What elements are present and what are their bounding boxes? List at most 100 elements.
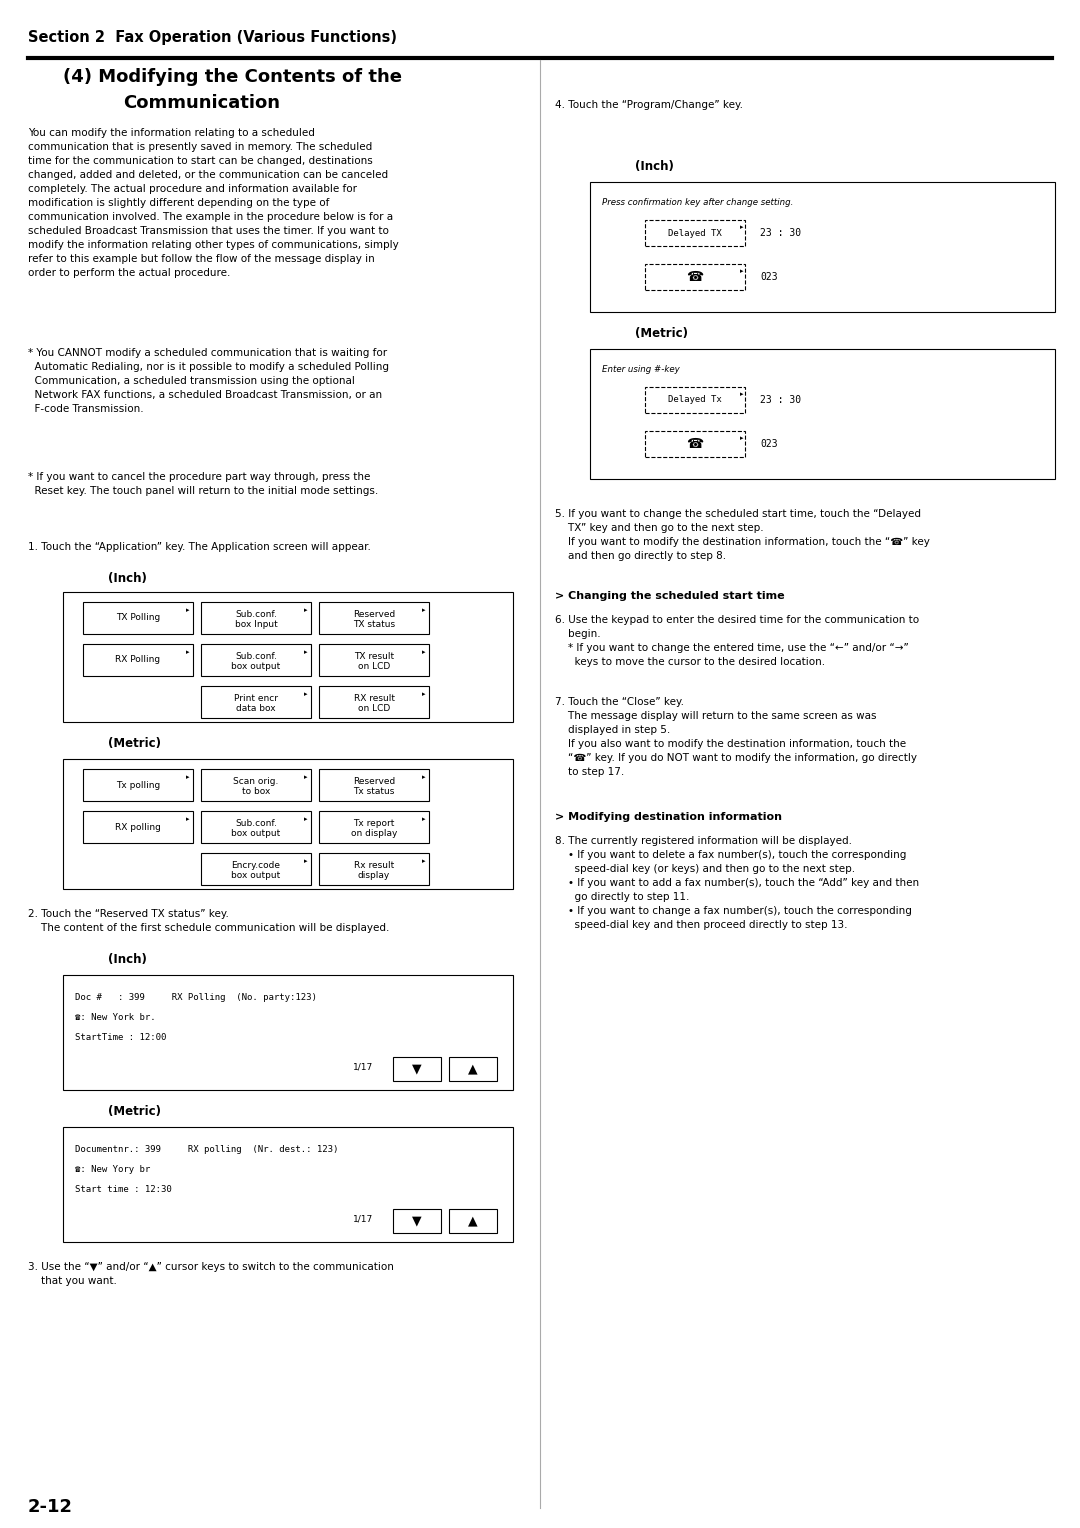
Text: ▼: ▼ bbox=[413, 1062, 422, 1076]
Text: 5. If you want to change the scheduled start time, touch the “Delayed
    TX” ke: 5. If you want to change the scheduled s… bbox=[555, 509, 930, 561]
Text: ▸: ▸ bbox=[303, 607, 307, 613]
Text: ☎: ☎ bbox=[687, 270, 704, 284]
Bar bbox=[201, 769, 311, 801]
Bar bbox=[201, 602, 311, 634]
Text: 2. Touch the “Reserved TX status” key.
    The content of the first schedule com: 2. Touch the “Reserved TX status” key. T… bbox=[28, 909, 390, 934]
Text: ▲: ▲ bbox=[469, 1062, 477, 1076]
Text: 4. Touch the “Program/Change” key.: 4. Touch the “Program/Change” key. bbox=[555, 99, 743, 110]
Bar bbox=[319, 643, 429, 675]
Bar bbox=[590, 182, 1055, 312]
Text: 23 : 30: 23 : 30 bbox=[760, 396, 801, 405]
Bar bbox=[83, 602, 193, 634]
Bar bbox=[645, 264, 745, 290]
Text: Delayed TX: Delayed TX bbox=[669, 229, 721, 237]
Bar bbox=[83, 643, 193, 675]
Text: 1/17: 1/17 bbox=[353, 1062, 374, 1071]
Bar bbox=[201, 643, 311, 675]
Bar bbox=[393, 1209, 441, 1233]
Text: StartTime : 12:00: StartTime : 12:00 bbox=[75, 1033, 166, 1042]
Text: (Metric): (Metric) bbox=[635, 327, 688, 341]
Text: * You CANNOT modify a scheduled communication that is waiting for
  Automatic Re: * You CANNOT modify a scheduled communic… bbox=[28, 348, 389, 414]
Text: ▸: ▸ bbox=[186, 775, 189, 779]
Text: Tx polling: Tx polling bbox=[116, 781, 160, 790]
Text: Sub.conf.: Sub.conf. bbox=[235, 610, 276, 619]
Text: ▸: ▸ bbox=[740, 391, 743, 397]
Bar bbox=[63, 759, 513, 889]
Text: Communication: Communication bbox=[123, 95, 280, 112]
Text: ▸: ▸ bbox=[740, 435, 743, 442]
Text: Section 2  Fax Operation (Various Functions): Section 2 Fax Operation (Various Functio… bbox=[28, 31, 397, 44]
Bar bbox=[449, 1209, 497, 1233]
Text: Reserved: Reserved bbox=[353, 776, 395, 785]
Text: (Inch): (Inch) bbox=[108, 953, 147, 966]
Text: ☎: New York br.: ☎: New York br. bbox=[75, 1013, 156, 1022]
Text: 23 : 30: 23 : 30 bbox=[760, 228, 801, 238]
Text: > Modifying destination information: > Modifying destination information bbox=[555, 811, 782, 822]
Bar bbox=[83, 769, 193, 801]
Text: ▸: ▸ bbox=[421, 859, 426, 863]
Text: Sub.conf.: Sub.conf. bbox=[235, 651, 276, 660]
Text: ▲: ▲ bbox=[469, 1215, 477, 1227]
Bar bbox=[319, 686, 429, 718]
Text: (Inch): (Inch) bbox=[108, 571, 147, 585]
Bar bbox=[393, 1057, 441, 1080]
Bar bbox=[645, 431, 745, 457]
Text: ▸: ▸ bbox=[303, 691, 307, 697]
Text: 6. Use the keypad to enter the desired time for the communication to
    begin.
: 6. Use the keypad to enter the desired t… bbox=[555, 614, 919, 668]
Text: Encry.code: Encry.code bbox=[231, 860, 281, 869]
Text: ▸: ▸ bbox=[303, 775, 307, 779]
Text: Doc #   : 399     RX Polling  (No. party:123): Doc # : 399 RX Polling (No. party:123) bbox=[75, 993, 316, 1002]
Text: ▼: ▼ bbox=[413, 1215, 422, 1227]
Bar bbox=[319, 769, 429, 801]
Text: Sub.conf.: Sub.conf. bbox=[235, 819, 276, 828]
Text: * If you want to cancel the procedure part way through, press the
  Reset key. T: * If you want to cancel the procedure pa… bbox=[28, 472, 378, 497]
Text: Start time : 12:30: Start time : 12:30 bbox=[75, 1186, 172, 1193]
Text: RX Polling: RX Polling bbox=[116, 656, 161, 665]
Bar bbox=[449, 1057, 497, 1080]
Text: RX result: RX result bbox=[353, 694, 394, 703]
Text: Delayed Tx: Delayed Tx bbox=[669, 396, 721, 405]
Bar bbox=[201, 686, 311, 718]
Text: Enter using #-key: Enter using #-key bbox=[602, 365, 679, 374]
Bar bbox=[63, 1128, 513, 1242]
Text: ▸: ▸ bbox=[421, 691, 426, 697]
Text: display: display bbox=[357, 871, 390, 880]
Bar bbox=[63, 975, 513, 1089]
Text: Reserved: Reserved bbox=[353, 610, 395, 619]
Text: 7. Touch the “Close” key.
    The message display will return to the same screen: 7. Touch the “Close” key. The message di… bbox=[555, 697, 917, 778]
Text: on LCD: on LCD bbox=[357, 704, 390, 714]
Text: ▸: ▸ bbox=[186, 607, 189, 613]
Text: 1/17: 1/17 bbox=[353, 1215, 374, 1224]
Text: (4) Modifying the Contents of the: (4) Modifying the Contents of the bbox=[63, 69, 402, 86]
Text: Print encr: Print encr bbox=[234, 694, 278, 703]
Text: ▸: ▸ bbox=[186, 816, 189, 822]
Bar bbox=[83, 811, 193, 843]
Text: ▸: ▸ bbox=[421, 816, 426, 822]
Text: Scan orig.: Scan orig. bbox=[233, 776, 279, 785]
Text: Documentnr.: 399     RX polling  (Nr. dest.: 123): Documentnr.: 399 RX polling (Nr. dest.: … bbox=[75, 1144, 338, 1154]
Text: ▸: ▸ bbox=[303, 816, 307, 822]
Text: data box: data box bbox=[237, 704, 275, 714]
Text: ▸: ▸ bbox=[421, 607, 426, 613]
Text: (Metric): (Metric) bbox=[108, 1105, 161, 1118]
Text: 3. Use the “▼” and/or “▲” cursor keys to switch to the communication
    that yo: 3. Use the “▼” and/or “▲” cursor keys to… bbox=[28, 1262, 394, 1287]
Bar bbox=[590, 348, 1055, 478]
Text: ☎: ☎ bbox=[687, 437, 704, 451]
Bar bbox=[319, 853, 429, 885]
Bar bbox=[201, 853, 311, 885]
Text: 2-12: 2-12 bbox=[28, 1497, 73, 1516]
Text: ▸: ▸ bbox=[421, 775, 426, 779]
Text: TX result: TX result bbox=[354, 651, 394, 660]
Text: ☎: New Yory br: ☎: New Yory br bbox=[75, 1164, 150, 1174]
Text: ▸: ▸ bbox=[303, 649, 307, 656]
Bar bbox=[201, 811, 311, 843]
Text: 023: 023 bbox=[760, 439, 778, 449]
Text: 8. The currently registered information will be displayed.
    • If you want to : 8. The currently registered information … bbox=[555, 836, 919, 931]
Text: You can modify the information relating to a scheduled
communication that is pre: You can modify the information relating … bbox=[28, 128, 399, 278]
Text: RX polling: RX polling bbox=[116, 822, 161, 831]
Text: TX status: TX status bbox=[353, 620, 395, 630]
Text: (Metric): (Metric) bbox=[108, 736, 161, 750]
Text: 1. Touch the “Application” key. The Application screen will appear.: 1. Touch the “Application” key. The Appl… bbox=[28, 542, 370, 552]
Text: ▸: ▸ bbox=[186, 649, 189, 656]
Text: box output: box output bbox=[231, 828, 281, 837]
